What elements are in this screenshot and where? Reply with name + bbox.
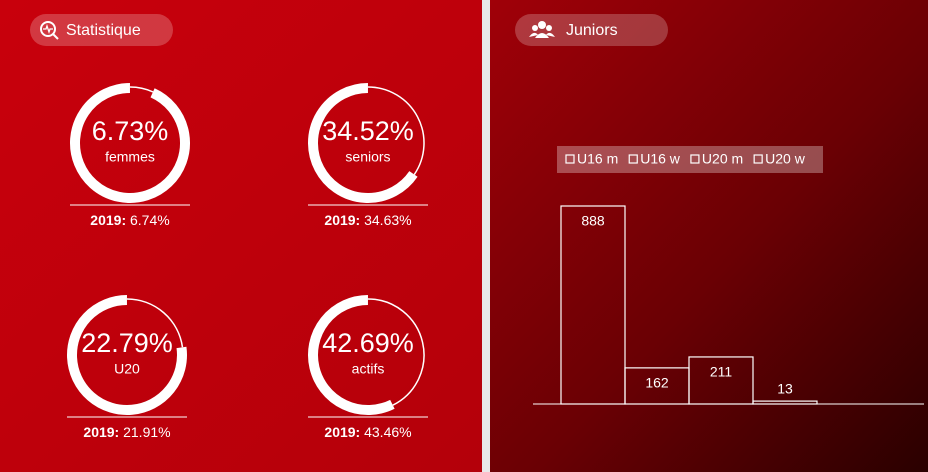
previous-year: 2019: 43.46% <box>324 424 411 440</box>
donut-value: 6.73% <box>92 116 169 146</box>
legend-label: U16 m <box>577 151 618 167</box>
previous-label: 2019: <box>83 424 119 440</box>
donut-label: actifs <box>352 361 385 377</box>
previous-value: 43.46% <box>364 424 411 440</box>
legend-label: U20 m <box>702 151 743 167</box>
donut-rest-arc <box>308 295 395 415</box>
legend-swatch <box>753 154 763 164</box>
bar <box>560 205 626 405</box>
legend-swatch <box>690 154 700 164</box>
donut-value: 34.52% <box>322 116 414 146</box>
previous-label: 2019: <box>90 212 126 228</box>
right-header-pill[interactable] <box>515 14 668 46</box>
left-title: Statistique <box>66 22 141 39</box>
donut-label: U20 <box>114 361 140 377</box>
previous-year: 2019: 21.91% <box>83 424 170 440</box>
donut-value: 42.69% <box>322 328 414 358</box>
donut-label: femmes <box>105 149 155 165</box>
previous-value: 6.74% <box>130 212 170 228</box>
previous-value: 34.63% <box>364 212 411 228</box>
donut-rest-arc <box>308 83 418 203</box>
donut-value-arc <box>126 298 184 348</box>
stat-icon <box>40 21 59 40</box>
previous-value: 21.91% <box>123 424 170 440</box>
legend-label: U16 w <box>640 151 681 167</box>
right-title: Juniors <box>566 22 618 39</box>
donut-rest-arc <box>67 295 187 415</box>
donut-rest-arc <box>70 83 190 203</box>
juniors-icon <box>529 21 555 38</box>
left-panel <box>0 0 482 472</box>
donut-value-arc <box>367 298 425 406</box>
right-panel <box>490 0 928 472</box>
left-header-pill[interactable] <box>30 14 173 46</box>
bar-value-label: 211 <box>710 364 733 380</box>
previous-year: 2019: 6.74% <box>90 212 169 228</box>
previous-year: 2019: 34.63% <box>324 212 411 228</box>
legend-label: U20 w <box>765 151 806 167</box>
donut-label: seniors <box>345 149 390 165</box>
legend-swatch <box>628 154 638 164</box>
bar-value-label: 13 <box>777 381 793 397</box>
donut-value-arc <box>129 86 154 93</box>
donut-value-arc <box>367 86 425 175</box>
previous-label: 2019: <box>324 212 360 228</box>
bar-value-label: 162 <box>645 375 669 391</box>
bar <box>688 356 754 405</box>
bar-value-label: 888 <box>581 213 605 229</box>
previous-label: 2019: <box>324 424 360 440</box>
bar <box>752 400 818 405</box>
legend-box <box>557 146 823 173</box>
donut-value: 22.79% <box>81 328 173 358</box>
legend-swatch <box>565 154 575 164</box>
